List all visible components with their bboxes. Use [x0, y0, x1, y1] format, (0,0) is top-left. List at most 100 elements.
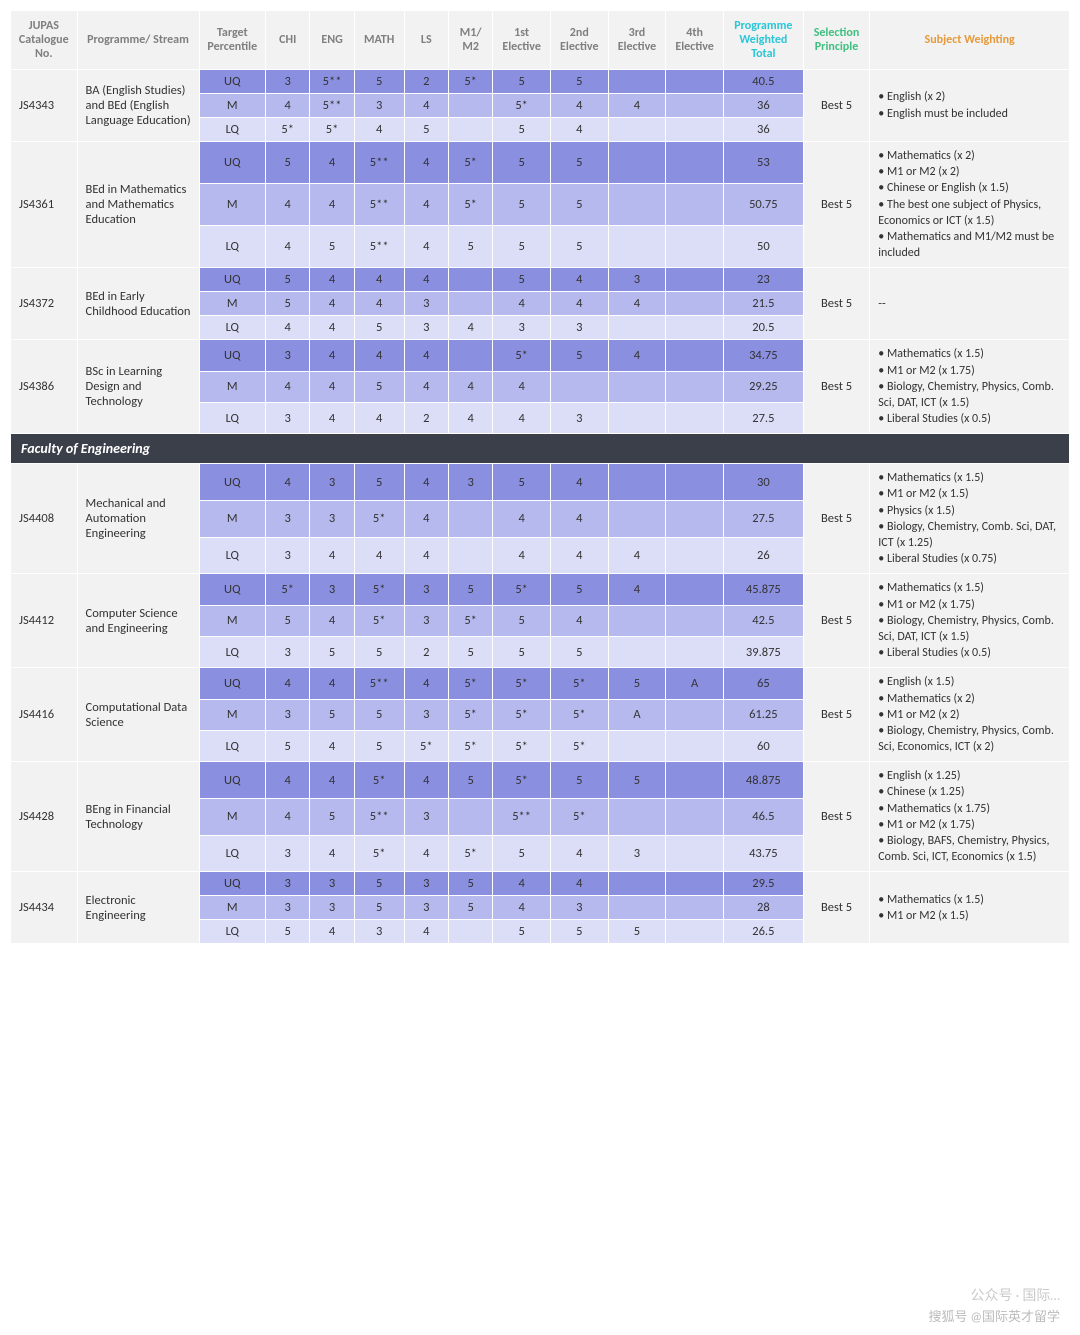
jupas-code: JS4416 [11, 668, 78, 762]
score-cell: 5** [354, 668, 404, 699]
score-cell: 42.5 [723, 605, 803, 636]
target-percentile: UQ [199, 574, 266, 605]
score-cell: 4 [354, 537, 404, 574]
score-cell: 5* [550, 699, 608, 730]
table-row: JS4412Computer Science and EngineeringUQ… [11, 574, 1070, 605]
score-cell: 5 [354, 371, 404, 402]
score-cell [666, 118, 724, 142]
col-header: LS [404, 11, 448, 70]
score-cell: 5** [354, 798, 404, 835]
score-cell: 26 [723, 537, 803, 574]
score-cell: 4 [310, 920, 354, 944]
target-percentile: M [199, 184, 266, 226]
score-cell: 39.875 [723, 637, 803, 668]
score-cell: 4 [310, 340, 354, 371]
score-cell: 4 [354, 268, 404, 292]
score-cell [666, 920, 724, 944]
col-header: ENG [310, 11, 354, 70]
score-cell [666, 94, 724, 118]
score-cell [448, 268, 492, 292]
score-cell: 5* [448, 730, 492, 761]
subject-weighting: • English (x 1.25)• Chinese (x 1.25)• Ma… [870, 762, 1070, 872]
table-row: JS4343BA (English Studies) and BEd (Engl… [11, 70, 1070, 94]
score-cell: 4 [404, 464, 448, 501]
score-cell: 4 [550, 537, 608, 574]
score-cell: 3 [266, 537, 310, 574]
score-cell: 5* [354, 574, 404, 605]
score-cell: 5* [550, 798, 608, 835]
score-cell: 3 [404, 316, 448, 340]
score-cell: 5 [310, 798, 354, 835]
score-cell: 5* [448, 184, 492, 226]
score-cell: 3 [266, 500, 310, 537]
score-cell: 3 [404, 872, 448, 896]
score-cell: 3 [448, 464, 492, 501]
col-header: Programme Weighted Total [723, 11, 803, 70]
score-cell: 5 [550, 340, 608, 371]
score-cell: 28 [723, 896, 803, 920]
selection-principle: Best 5 [803, 762, 870, 872]
score-cell [608, 500, 666, 537]
score-cell: 5* [493, 574, 551, 605]
score-cell: 5 [354, 872, 404, 896]
score-cell: 4 [266, 464, 310, 501]
score-cell: 5* [493, 94, 551, 118]
col-header: CHI [266, 11, 310, 70]
target-percentile: M [199, 798, 266, 835]
target-percentile: UQ [199, 762, 266, 799]
score-cell: 3 [266, 835, 310, 872]
score-cell: 5 [550, 184, 608, 226]
score-cell: 5 [493, 118, 551, 142]
score-cell [608, 402, 666, 433]
score-cell: 60 [723, 730, 803, 761]
score-cell: 4 [310, 268, 354, 292]
col-header: 1st Elective [493, 11, 551, 70]
score-cell: 4 [310, 605, 354, 636]
score-cell: 3 [404, 574, 448, 605]
target-percentile: UQ [199, 340, 266, 371]
score-cell: 4 [608, 537, 666, 574]
score-cell: 4 [448, 371, 492, 402]
score-cell: 5* [310, 118, 354, 142]
score-cell: 5* [448, 70, 492, 94]
score-cell: 4 [310, 292, 354, 316]
target-percentile: UQ [199, 142, 266, 184]
score-cell: 4 [550, 605, 608, 636]
score-cell: 4 [266, 226, 310, 268]
score-cell: 3 [310, 464, 354, 501]
score-cell: 4 [493, 500, 551, 537]
score-cell: 5 [354, 730, 404, 761]
score-cell: 5 [354, 464, 404, 501]
score-cell: 4 [354, 118, 404, 142]
score-cell: 5 [493, 920, 551, 944]
score-cell: 5 [404, 118, 448, 142]
score-cell [448, 340, 492, 371]
score-cell: 5 [448, 762, 492, 799]
score-cell: 3 [354, 920, 404, 944]
score-cell: 53 [723, 142, 803, 184]
score-cell: 5** [310, 94, 354, 118]
target-percentile: LQ [199, 402, 266, 433]
col-header: MATH [354, 11, 404, 70]
target-percentile: UQ [199, 872, 266, 896]
score-cell [666, 835, 724, 872]
score-cell [448, 798, 492, 835]
target-percentile: LQ [199, 730, 266, 761]
score-cell [666, 537, 724, 574]
score-cell [666, 574, 724, 605]
score-cell [666, 402, 724, 433]
target-percentile: M [199, 94, 266, 118]
score-cell: 4 [550, 94, 608, 118]
score-cell: 40.5 [723, 70, 803, 94]
score-cell [608, 226, 666, 268]
score-cell [666, 142, 724, 184]
score-cell: 5 [493, 268, 551, 292]
score-cell [666, 605, 724, 636]
jupas-code: JS4412 [11, 574, 78, 668]
score-cell: 3 [354, 94, 404, 118]
score-cell: 5 [550, 574, 608, 605]
score-cell: 5* [493, 340, 551, 371]
score-cell [608, 798, 666, 835]
score-cell: 5* [448, 699, 492, 730]
score-cell [608, 464, 666, 501]
